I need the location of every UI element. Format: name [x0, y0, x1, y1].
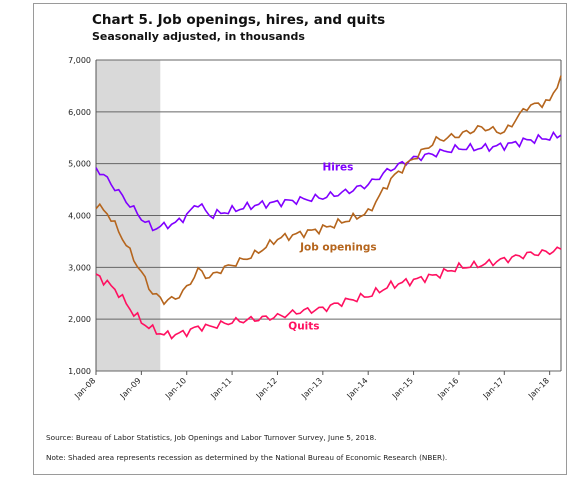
x-tick-label: Jan-08 [72, 376, 97, 401]
x-tick-label: Jan-11 [208, 376, 233, 401]
x-tick-label: Jan-13 [299, 376, 324, 401]
x-tick-label: Jan-16 [435, 376, 460, 401]
source-note: Source: Bureau of Labor Statistics, Job … [46, 433, 377, 442]
series-label-quits: Quits [288, 321, 319, 333]
x-tick-label: Jan-17 [481, 376, 506, 401]
y-tick-label: 5,000 [68, 160, 91, 169]
line-chart: 1,000 2,000 3,000 4,000 5,000 6,000 7,000 Jan-0… [68, 56, 562, 401]
x-tick-label: Jan-10 [163, 376, 188, 401]
y-tick-label: 4,000 [68, 212, 91, 221]
y-tick-label: 7,000 [68, 56, 91, 65]
x-tick-label: Jan-09 [118, 376, 143, 401]
x-tick-label: Jan-14 [345, 376, 370, 401]
y-tick-label: 6,000 [68, 108, 91, 117]
chart-title: Chart 5. Job openings, hires, and quits [92, 12, 386, 28]
recession-note: Note: Shaded area represents recession a… [46, 453, 448, 462]
x-tick-label: Jan-18 [526, 376, 551, 401]
series-line-quits [95, 246, 562, 340]
y-tick-label: 3,000 [68, 263, 91, 272]
x-tick-label: Jan-15 [390, 376, 415, 401]
series-label-hires: Hires [322, 161, 353, 173]
y-tick-label: 1,000 [68, 367, 91, 376]
y-tick-label: 2,000 [68, 315, 91, 324]
series-line-job-openings [95, 75, 562, 306]
chart-subtitle: Seasonally adjusted, in thousands [92, 30, 305, 43]
series-label-job-openings: Job openings [299, 242, 376, 254]
x-tick-label: Jan-12 [254, 376, 279, 401]
series-line-hires [95, 130, 562, 232]
